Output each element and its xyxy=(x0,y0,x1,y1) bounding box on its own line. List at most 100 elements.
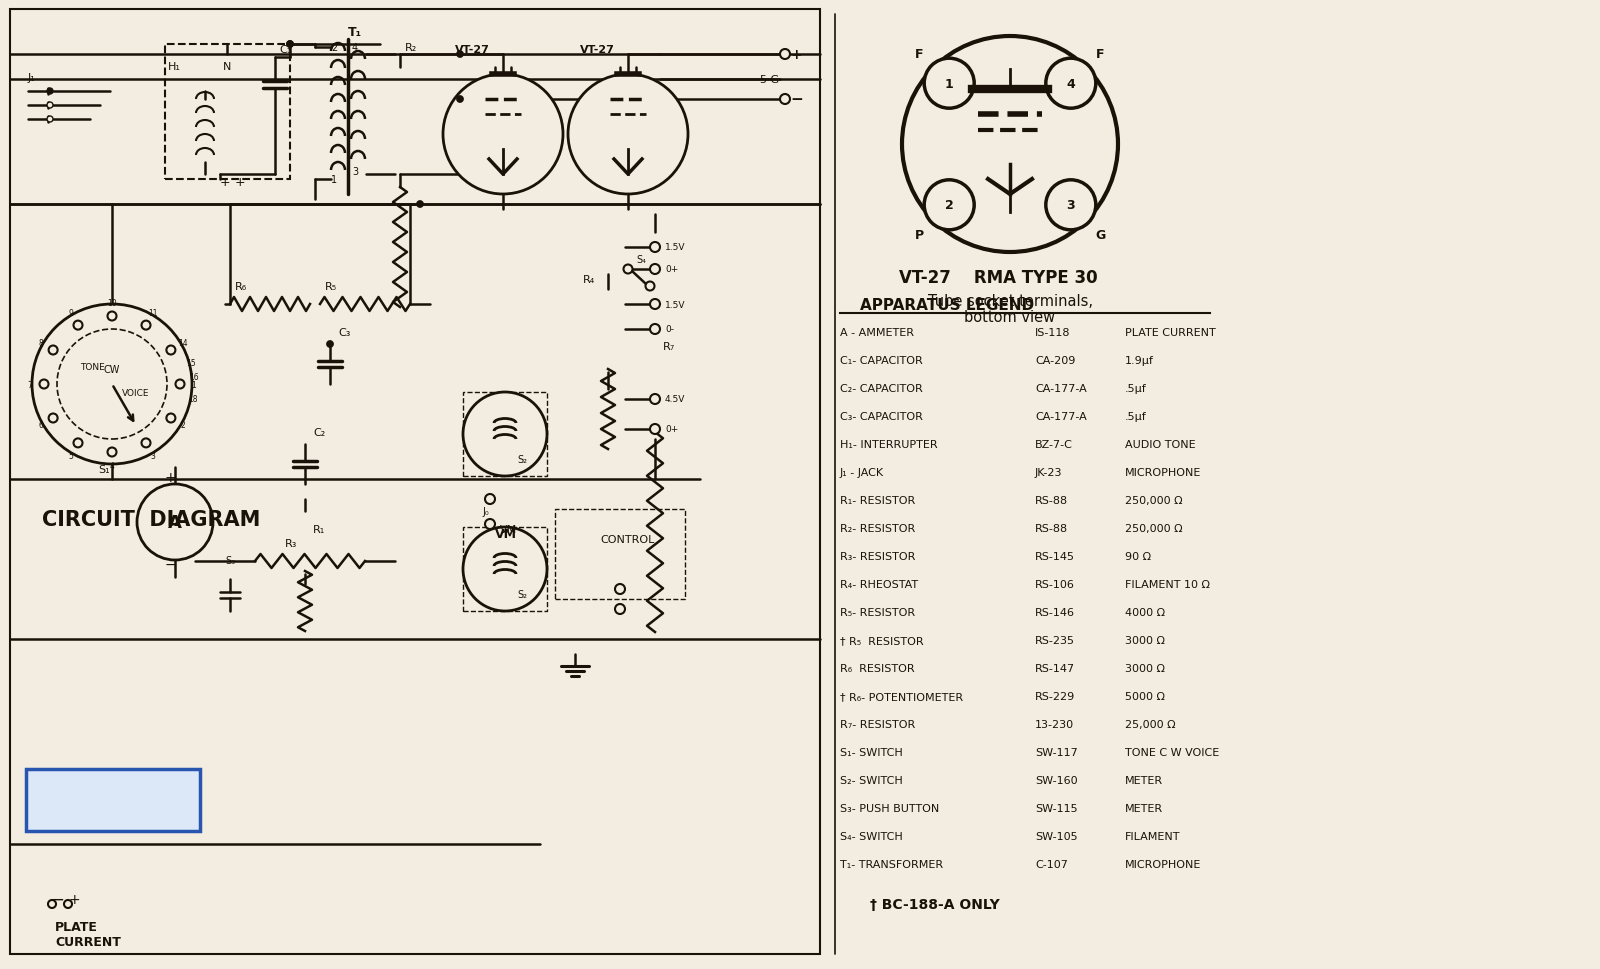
Circle shape xyxy=(650,265,661,275)
Bar xyxy=(462,392,547,477)
Text: 13-230: 13-230 xyxy=(1035,719,1074,730)
Circle shape xyxy=(416,202,424,208)
Text: 9: 9 xyxy=(69,309,74,318)
Circle shape xyxy=(462,527,547,611)
Text: F: F xyxy=(915,47,923,61)
Text: 4000 Ω: 4000 Ω xyxy=(1125,608,1165,617)
Text: SW-160: SW-160 xyxy=(1035,775,1078,785)
Text: IS-118: IS-118 xyxy=(1035,328,1070,337)
Text: R₅- RESISTOR: R₅- RESISTOR xyxy=(840,608,915,617)
Text: RS-229: RS-229 xyxy=(1035,691,1075,702)
Circle shape xyxy=(1046,59,1096,109)
Text: S₁- SWITCH: S₁- SWITCH xyxy=(840,747,902,757)
Circle shape xyxy=(645,282,654,292)
Text: C₁: C₁ xyxy=(278,45,291,55)
Text: 7: 7 xyxy=(27,380,32,390)
Text: CURRENT: CURRENT xyxy=(54,935,122,949)
Text: AUDIO TONE: AUDIO TONE xyxy=(1125,440,1195,450)
Circle shape xyxy=(176,380,184,390)
Text: TONE: TONE xyxy=(80,362,104,371)
Text: SW-117: SW-117 xyxy=(1035,747,1078,757)
Text: 3000 Ω: 3000 Ω xyxy=(1125,664,1165,673)
Text: J₁: J₁ xyxy=(29,73,35,83)
Text: 0+: 0+ xyxy=(666,266,678,274)
Text: R₂: R₂ xyxy=(405,43,418,53)
Text: RS-147: RS-147 xyxy=(1035,664,1075,673)
Circle shape xyxy=(48,346,58,355)
Text: J₁ - JACK: J₁ - JACK xyxy=(840,467,885,478)
Text: VM: VM xyxy=(494,528,517,541)
Text: S₃: S₃ xyxy=(226,555,235,566)
Text: F: F xyxy=(1096,47,1104,61)
Text: N: N xyxy=(222,62,232,72)
Circle shape xyxy=(624,266,632,274)
Text: RS-146: RS-146 xyxy=(1035,608,1075,617)
Text: 0-: 0- xyxy=(666,326,674,334)
Text: MICROPHONE: MICROPHONE xyxy=(1125,860,1202,869)
Bar xyxy=(462,527,547,611)
Circle shape xyxy=(64,900,72,908)
Text: +: + xyxy=(221,176,230,189)
Text: APPARATUS LEGEND: APPARATUS LEGEND xyxy=(861,297,1034,312)
Text: +: + xyxy=(235,176,246,189)
Text: G: G xyxy=(1096,229,1106,241)
Text: VT-27: VT-27 xyxy=(579,45,614,55)
Circle shape xyxy=(138,484,213,560)
Circle shape xyxy=(456,51,464,58)
Text: VT-27    RMA TYPE 30: VT-27 RMA TYPE 30 xyxy=(899,268,1098,287)
Text: Downloaded by: Downloaded by xyxy=(59,793,166,805)
Text: VT-27: VT-27 xyxy=(454,45,490,55)
Text: 16: 16 xyxy=(189,373,198,382)
Text: 18: 18 xyxy=(189,394,197,403)
Text: C₁- CAPACITOR: C₁- CAPACITOR xyxy=(840,356,923,365)
Text: 1: 1 xyxy=(331,174,338,185)
Circle shape xyxy=(74,439,83,448)
Text: 1: 1 xyxy=(946,78,954,90)
Text: CA-177-A: CA-177-A xyxy=(1035,384,1086,393)
Text: 6: 6 xyxy=(38,422,43,430)
Circle shape xyxy=(107,312,117,321)
Text: R₆: R₆ xyxy=(235,282,246,292)
Text: JK-23: JK-23 xyxy=(1035,467,1062,478)
Text: 2: 2 xyxy=(331,43,338,53)
Circle shape xyxy=(74,322,83,330)
Text: METER: METER xyxy=(1125,775,1163,785)
Text: CA-177-A: CA-177-A xyxy=(1035,412,1086,422)
Circle shape xyxy=(781,95,790,105)
Text: 5 G: 5 G xyxy=(760,75,779,85)
Text: 4: 4 xyxy=(1067,78,1075,90)
Text: S₂: S₂ xyxy=(517,589,526,600)
Text: BZ-7-C: BZ-7-C xyxy=(1035,440,1074,450)
Text: 3: 3 xyxy=(1067,199,1075,212)
Text: RS-106: RS-106 xyxy=(1035,579,1075,589)
Text: PLATE CURRENT: PLATE CURRENT xyxy=(1125,328,1216,337)
Circle shape xyxy=(107,448,117,457)
Circle shape xyxy=(141,439,150,448)
Text: H₁: H₁ xyxy=(168,62,181,72)
Text: 25,000 Ω: 25,000 Ω xyxy=(1125,719,1176,730)
Text: 11: 11 xyxy=(149,309,158,318)
Circle shape xyxy=(614,584,626,594)
Text: −: − xyxy=(50,891,64,908)
Text: S₂- SWITCH: S₂- SWITCH xyxy=(840,775,902,785)
Text: R₅: R₅ xyxy=(325,282,338,292)
Text: 0+: 0+ xyxy=(666,425,678,434)
Circle shape xyxy=(141,322,150,330)
Text: Tube socket terminals,: Tube socket terminals, xyxy=(928,294,1093,308)
Circle shape xyxy=(902,37,1118,253)
Text: SW-105: SW-105 xyxy=(1035,831,1078,841)
Text: RS-88: RS-88 xyxy=(1035,495,1069,506)
Text: SW-115: SW-115 xyxy=(1035,803,1078,813)
Text: VOICE: VOICE xyxy=(122,389,149,397)
Text: RS-145: RS-145 xyxy=(1035,551,1075,561)
Text: CIRCUIT  DIAGRAM: CIRCUIT DIAGRAM xyxy=(42,510,261,529)
Text: CW: CW xyxy=(104,364,120,375)
Text: 5: 5 xyxy=(69,451,74,460)
Bar xyxy=(555,510,685,600)
Text: T₁: T₁ xyxy=(349,25,362,39)
Text: 3: 3 xyxy=(150,451,155,460)
Text: R₁- RESISTOR: R₁- RESISTOR xyxy=(840,495,915,506)
Text: † R₆- POTENTIOMETER: † R₆- POTENTIOMETER xyxy=(840,691,963,702)
Text: .5μf: .5μf xyxy=(1125,384,1147,393)
Text: C₂: C₂ xyxy=(314,427,325,438)
